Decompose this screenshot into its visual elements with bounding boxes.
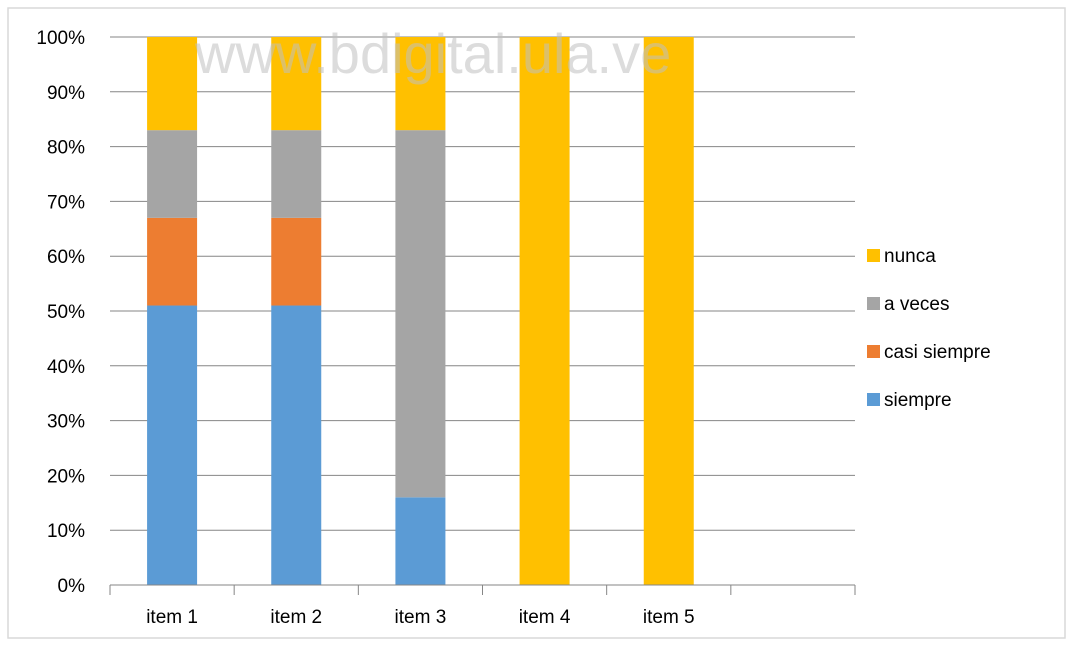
x-tick-label: item 5 (643, 607, 695, 628)
y-tick-label: 80% (47, 138, 85, 159)
legend: nunca a veces casi siempre siempre (867, 246, 991, 411)
bar-segment-siempre (395, 497, 446, 585)
bars (147, 37, 694, 585)
bar-segment-nunca (147, 37, 198, 131)
legend-label: a veces (884, 294, 949, 315)
bar-segment-casi-siempre (271, 217, 322, 306)
x-tick-label: item 4 (519, 607, 571, 628)
bar-segment-siempre (147, 305, 198, 585)
y-tick-label: 90% (47, 83, 85, 104)
bar-segment-casi-siempre (147, 217, 198, 306)
y-tick-label: 100% (36, 28, 85, 49)
y-tick-label: 10% (47, 521, 85, 542)
y-tick-label: 20% (47, 466, 85, 487)
bar-segment-nunca (519, 37, 570, 585)
x-tick-label: item 1 (146, 607, 198, 628)
bar-segment-a-veces (395, 130, 446, 498)
y-tick-label: 60% (47, 247, 85, 268)
gridlines (110, 36, 855, 531)
y-tick-label: 50% (47, 302, 85, 323)
x-tick-label: item 2 (270, 607, 322, 628)
bar-segment-a-veces (271, 130, 322, 218)
legend-label: casi siempre (884, 342, 991, 363)
bar-segment-nunca (643, 37, 694, 585)
legend-swatch-siempre (867, 393, 880, 406)
legend-swatch-a-veces (867, 297, 880, 310)
legend-swatch-nunca (867, 249, 880, 262)
x-tick-label: item 3 (395, 607, 447, 628)
legend-swatch-casi-siempre (867, 345, 880, 358)
y-tick-label: 70% (47, 192, 85, 213)
bar-segment-siempre (271, 305, 322, 585)
y-tick-label: 40% (47, 357, 85, 378)
watermark: www.bdigital.ula.ve (194, 22, 671, 85)
axes: 0% 10% 20% 30% 40% 50% 60% 70% 80% 90% 100% item 1 i… (36, 28, 856, 628)
legend-label: siempre (884, 390, 952, 411)
bar-segment-a-veces (147, 130, 198, 218)
legend-label: nunca (884, 246, 936, 267)
bar-segment-nunca (271, 37, 322, 131)
y-tick-label: 30% (47, 412, 85, 433)
bar-segment-nunca (395, 37, 446, 131)
y-tick-label: 0% (58, 576, 86, 597)
